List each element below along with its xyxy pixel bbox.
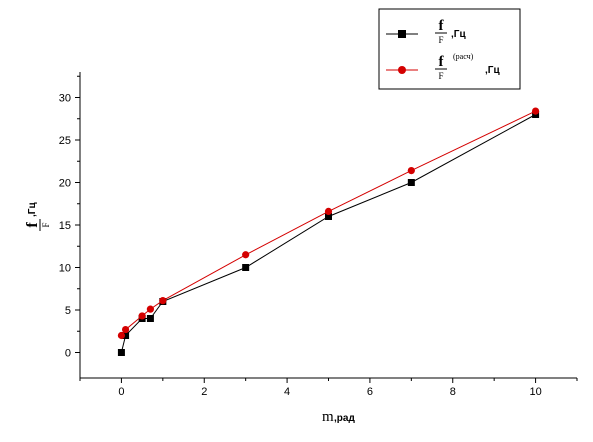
y-axis-label: f F ,Гц: [24, 202, 51, 231]
x-tick-label: 4: [284, 386, 290, 398]
y-tick-label: 15: [59, 220, 71, 232]
x-axis-label: m ,рад: [322, 409, 355, 425]
x-axis-label-unit: ,рад: [334, 413, 355, 424]
x-tick-label: 0: [118, 386, 124, 398]
y-tick-label: 20: [59, 178, 71, 190]
data-point: [146, 305, 155, 313]
legend-entry-2: f F (расч) ,Гц: [386, 52, 500, 81]
x-axis-label-main: m: [322, 409, 334, 425]
y-axis-ticks: 0 5 10 15 20 25 30: [59, 75, 80, 360]
data-point: [146, 315, 154, 322]
series-1-line: [120, 114, 536, 353]
x-tick-label: 6: [367, 386, 373, 398]
data-point: [117, 349, 125, 356]
legend-1-unit: ,Гц: [451, 29, 466, 40]
legend: f F ,Гц f F (расч) ,Гц: [378, 8, 521, 90]
plot-frame: [79, 72, 577, 379]
series-1: [117, 111, 540, 356]
legend-entry-1: f F ,Гц: [386, 18, 466, 45]
data-point: [121, 325, 130, 334]
legend-1-numerator: f: [439, 18, 445, 34]
y-tick-label: 30: [59, 93, 71, 105]
data-point: [531, 107, 540, 115]
y-axis-label-unit: ,Гц: [27, 202, 38, 217]
x-tick-label: 2: [201, 386, 207, 398]
x-tick-label: 8: [450, 386, 456, 398]
data-point: [407, 179, 415, 186]
data-point: [117, 331, 126, 340]
legend-2-numerator: f: [439, 54, 445, 70]
y-tick-label: 0: [65, 348, 71, 360]
legend-2-denominator: F: [438, 71, 443, 81]
y-axis-label-denominator: F: [41, 222, 51, 227]
y-axis-label-numerator: f: [24, 222, 41, 228]
legend-2-superscript: (расч): [453, 52, 474, 61]
series-layer: [117, 107, 540, 356]
x-tick-label: 10: [529, 386, 541, 398]
legend-2-unit: ,Гц: [485, 65, 500, 76]
x-axis-ticks: 0 2 4 6 8 10: [79, 378, 578, 398]
data-point: [242, 264, 250, 271]
data-point: [407, 167, 415, 175]
data-point: [325, 213, 332, 220]
legend-1-denominator: F: [438, 35, 443, 45]
legend-box: [378, 8, 521, 90]
series-2-line: [120, 110, 536, 336]
data-point: [324, 207, 333, 215]
data-point: [122, 332, 130, 339]
data-point: [242, 251, 250, 259]
legend-marker-1: [398, 30, 406, 38]
y-tick-label: 25: [59, 135, 71, 147]
series-2: [117, 107, 540, 340]
legend-marker-2: [398, 66, 406, 74]
y-tick-label: 10: [59, 263, 71, 275]
data-point: [159, 297, 167, 305]
data-point: [138, 312, 146, 320]
y-tick-label: 5: [65, 305, 71, 317]
